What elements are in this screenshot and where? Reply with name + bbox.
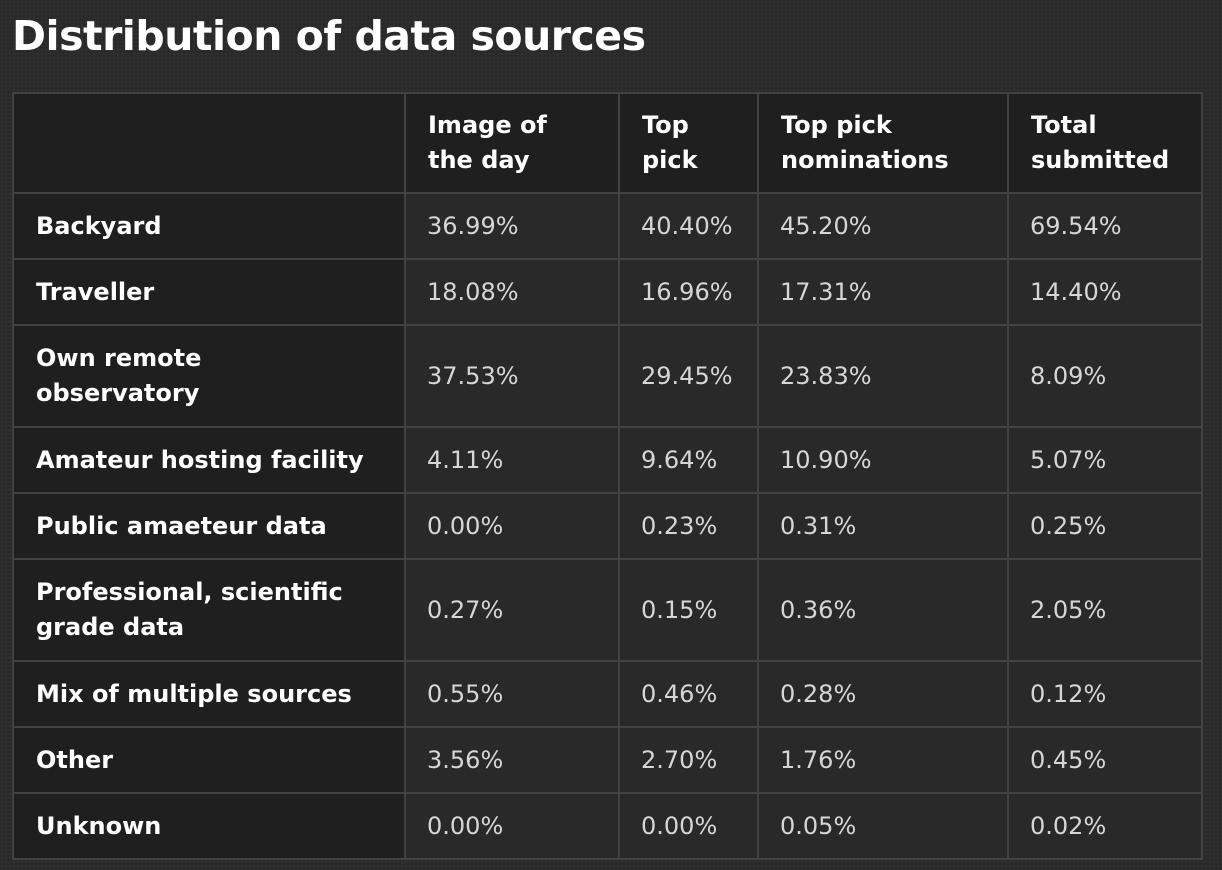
table-row: Public amaeteur data 0.00% 0.23% 0.31% 0…	[12, 492, 1203, 560]
table-cell: 69.54%	[1007, 192, 1203, 260]
table-row: Professional, scientific grade data 0.27…	[12, 558, 1203, 662]
table-row: Backyard 36.99% 40.40% 45.20% 69.54%	[12, 192, 1203, 260]
table-cell: 9.64%	[618, 426, 759, 494]
table-cell: 0.46%	[618, 660, 759, 728]
header-cell-top-pick-nominations: Top pick nominations	[757, 92, 1009, 194]
table-row: Other 3.56% 2.70% 1.76% 0.45%	[12, 726, 1203, 794]
table-row: Own remote observatory 37.53% 29.45% 23.…	[12, 324, 1203, 428]
table-cell: 0.23%	[618, 492, 759, 560]
row-label: Mix of multiple sources	[12, 660, 406, 728]
row-label: Professional, scientific grade data	[12, 558, 406, 662]
table-cell: 16.96%	[618, 258, 759, 326]
table-cell: 0.00%	[404, 792, 620, 860]
table-cell: 0.25%	[1007, 492, 1203, 560]
table-cell: 29.45%	[618, 324, 759, 428]
row-label: Unknown	[12, 792, 406, 860]
table-cell: 0.05%	[757, 792, 1009, 860]
table-cell: 40.40%	[618, 192, 759, 260]
row-label: Own remote observatory	[12, 324, 406, 428]
header-cell-image-of-the-day: Image of the day	[404, 92, 620, 194]
table-row: Amateur hosting facility 4.11% 9.64% 10.…	[12, 426, 1203, 494]
header-cell-total-submitted: Total submitted	[1007, 92, 1203, 194]
row-label: Backyard	[12, 192, 406, 260]
table-cell: 0.15%	[618, 558, 759, 662]
table-cell: 45.20%	[757, 192, 1009, 260]
table-row: Mix of multiple sources 0.55% 0.46% 0.28…	[12, 660, 1203, 728]
table-row: Traveller 18.08% 16.96% 17.31% 14.40%	[12, 258, 1203, 326]
table-cell: 18.08%	[404, 258, 620, 326]
header-cell-empty	[12, 92, 406, 194]
table-cell: 5.07%	[1007, 426, 1203, 494]
table-cell: 23.83%	[757, 324, 1009, 428]
table-cell: 0.55%	[404, 660, 620, 728]
table-cell: 0.28%	[757, 660, 1009, 728]
page-title: Distribution of data sources	[12, 12, 646, 60]
table-header-row: Image of the day Top pick Top pick nomin…	[12, 92, 1203, 194]
table-cell: 17.31%	[757, 258, 1009, 326]
row-label: Amateur hosting facility	[12, 426, 406, 494]
table-cell: 0.02%	[1007, 792, 1203, 860]
table-row: Unknown 0.00% 0.00% 0.05% 0.02%	[12, 792, 1203, 860]
table-cell: 0.12%	[1007, 660, 1203, 728]
table-cell: 0.27%	[404, 558, 620, 662]
table-cell: 0.00%	[404, 492, 620, 560]
row-label: Other	[12, 726, 406, 794]
table-cell: 2.70%	[618, 726, 759, 794]
table-cell: 2.05%	[1007, 558, 1203, 662]
table-cell: 0.45%	[1007, 726, 1203, 794]
table-cell: 4.11%	[404, 426, 620, 494]
row-label: Traveller	[12, 258, 406, 326]
table-cell: 3.56%	[404, 726, 620, 794]
table-cell: 36.99%	[404, 192, 620, 260]
table-cell: 0.36%	[757, 558, 1009, 662]
table-cell: 8.09%	[1007, 324, 1203, 428]
data-sources-table: Image of the day Top pick Top pick nomin…	[12, 92, 1203, 860]
table-cell: 1.76%	[757, 726, 1009, 794]
header-cell-top-pick: Top pick	[618, 92, 759, 194]
table-cell: 0.00%	[618, 792, 759, 860]
row-label: Public amaeteur data	[12, 492, 406, 560]
table-cell: 37.53%	[404, 324, 620, 428]
table-cell: 0.31%	[757, 492, 1009, 560]
table-cell: 10.90%	[757, 426, 1009, 494]
table-cell: 14.40%	[1007, 258, 1203, 326]
